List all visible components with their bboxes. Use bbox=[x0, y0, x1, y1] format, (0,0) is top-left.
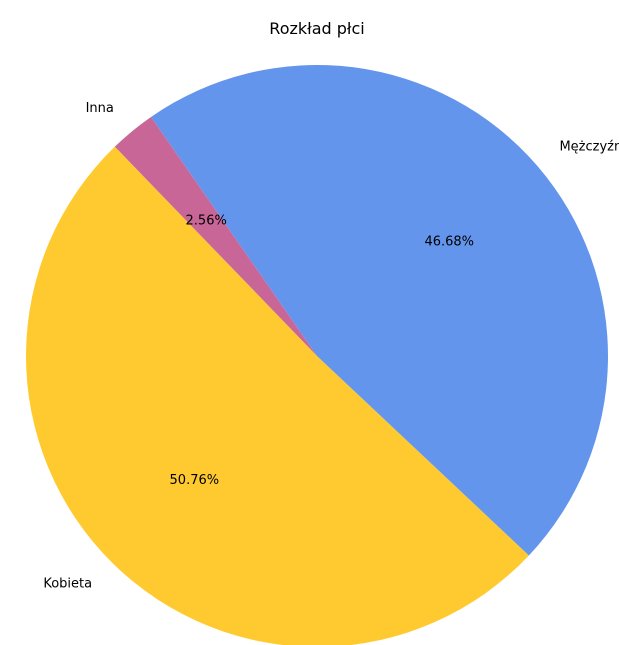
pie-slice-mezczyzna bbox=[150, 64, 609, 556]
slice-percent-kobieta: 50.76% bbox=[170, 473, 220, 488]
pie-slices bbox=[26, 64, 609, 645]
slice-label-inna: Inna bbox=[86, 101, 114, 116]
slice-percent-mezczyzna: 46.68% bbox=[424, 235, 474, 250]
slice-percent-inna: 2.56% bbox=[186, 214, 227, 229]
pie-slice-kobieta bbox=[26, 146, 529, 645]
slice-label-mezczyzna: Mężczyźna bbox=[559, 140, 619, 155]
slice-label-kobieta: Kobieta bbox=[43, 576, 92, 591]
pie-slice-inna bbox=[114, 116, 317, 357]
chart-title: Rozkład płci bbox=[269, 19, 364, 38]
pie-labels: Kobieta 50.76% Mężczyźna 46.68% Inna 2.56% bbox=[43, 101, 619, 591]
